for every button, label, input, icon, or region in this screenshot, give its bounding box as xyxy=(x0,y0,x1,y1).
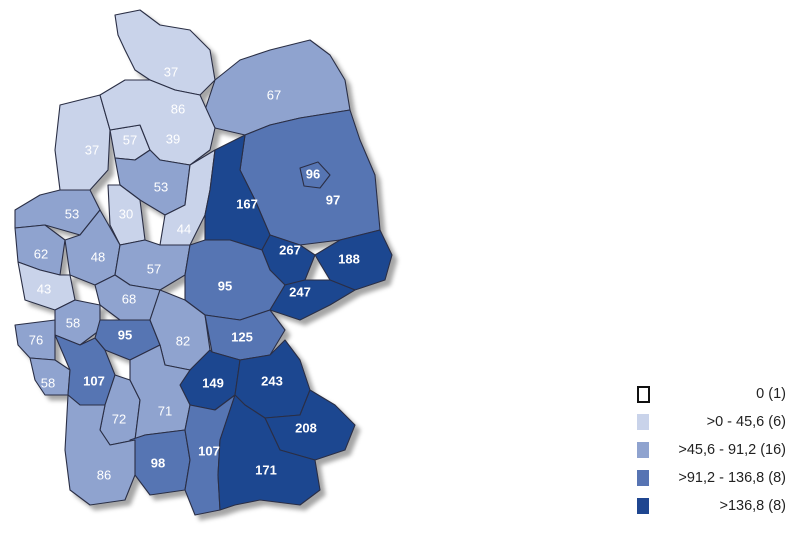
label-57-center: 57 xyxy=(147,261,161,276)
label-95-thuringia: 95 xyxy=(218,278,232,293)
label-37-north: 37 xyxy=(164,64,178,79)
legend-label: >136,8 (8) xyxy=(719,498,786,514)
region-86-southwest xyxy=(64,394,136,506)
label-95-west: 95 xyxy=(118,327,132,342)
legend-label: >91,2 - 136,8 (8) xyxy=(678,470,786,486)
label-72: 72 xyxy=(112,411,126,426)
label-98: 98 xyxy=(151,455,165,470)
label-37-west: 37 xyxy=(85,142,99,157)
label-48: 48 xyxy=(91,249,105,264)
legend-item: >91,2 - 136,8 (8) xyxy=(632,466,792,494)
label-58-west: 58 xyxy=(66,315,80,330)
label-76: 76 xyxy=(29,332,43,347)
legend-label: >0 - 45,6 (6) xyxy=(706,414,786,430)
label-68: 68 xyxy=(122,291,136,306)
legend-item: >0 - 45,6 (6) xyxy=(632,410,792,438)
label-107-west: 107 xyxy=(83,373,105,388)
label-39: 39 xyxy=(166,131,180,146)
legend-label: 0 (1) xyxy=(756,386,786,402)
label-86: 86 xyxy=(171,101,185,116)
label-57-north: 57 xyxy=(123,132,137,147)
label-208: 208 xyxy=(295,420,317,435)
legend-swatch xyxy=(637,442,649,458)
label-125: 125 xyxy=(231,329,253,344)
label-188: 188 xyxy=(338,251,360,266)
label-167: 167 xyxy=(236,196,258,211)
region-247 xyxy=(269,279,356,321)
label-71: 71 xyxy=(158,403,172,418)
label-53-center: 53 xyxy=(154,179,168,194)
label-82: 82 xyxy=(176,333,190,348)
region-39 xyxy=(99,79,216,166)
label-30: 30 xyxy=(119,206,133,221)
region-171 xyxy=(217,394,321,511)
label-67: 67 xyxy=(267,87,281,102)
label-267: 267 xyxy=(279,242,301,257)
legend-swatch xyxy=(637,414,649,430)
legend-item: >45,6 - 91,2 (16) xyxy=(632,438,792,466)
label-62: 62 xyxy=(34,246,48,261)
label-44: 44 xyxy=(177,221,191,236)
label-58-south: 58 xyxy=(41,375,55,390)
label-171: 171 xyxy=(255,462,277,477)
label-243: 243 xyxy=(261,373,283,388)
label-107-south: 107 xyxy=(198,443,220,458)
label-149: 149 xyxy=(202,375,224,390)
label-96: 96 xyxy=(306,166,320,181)
region-43 xyxy=(17,261,76,311)
region-96 xyxy=(299,161,331,189)
label-43: 43 xyxy=(37,281,51,296)
legend-label: >45,6 - 91,2 (16) xyxy=(678,442,786,458)
label-97: 97 xyxy=(326,192,340,207)
legend-swatch xyxy=(637,498,649,514)
label-86-southwest: 86 xyxy=(97,467,111,482)
legend-swatch xyxy=(637,470,649,486)
map-legend: 0 (1) >0 - 45,6 (6) >45,6 - 91,2 (16) >9… xyxy=(632,382,792,522)
region-37-west xyxy=(54,94,111,191)
label-247: 247 xyxy=(289,284,311,299)
legend-item: >136,8 (8) xyxy=(632,494,792,522)
legend-item: 0 (1) xyxy=(632,382,792,410)
legend-swatch xyxy=(637,386,650,403)
label-53-west: 53 xyxy=(65,206,79,221)
